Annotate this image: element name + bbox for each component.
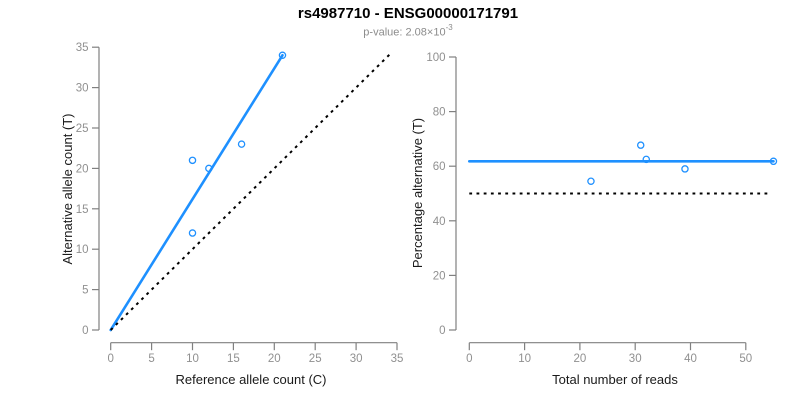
x-tick-label: 10: [186, 353, 199, 365]
x-tick-label: 20: [574, 353, 587, 365]
identity-line: [109, 52, 392, 331]
data-point: [188, 229, 197, 237]
fit-line: [109, 53, 284, 332]
y-tick-label: 40: [433, 216, 446, 228]
right-y-axis-label: Percentage alternative (T): [410, 118, 425, 268]
data-point: [188, 156, 197, 165]
x-tick-label: 10: [518, 353, 531, 365]
x-tick-label: 30: [350, 353, 363, 365]
data-point: [681, 165, 689, 173]
data-point: [587, 177, 595, 185]
x-tick-label: 0: [107, 353, 113, 365]
x-tick-label: 35: [391, 353, 404, 365]
plot-subtitle: p-value: 2.08×10-3: [8, 23, 800, 39]
y-tick-label: 80: [433, 107, 446, 119]
data-point: [278, 51, 287, 60]
y-tick-label: 20: [433, 270, 446, 282]
data-point: [769, 157, 778, 166]
y-tick-label: 0: [439, 325, 445, 337]
data-point: [237, 140, 246, 148]
left-y-axis-label: Alternative allele count (T): [60, 113, 75, 264]
x-tick-label: 40: [684, 353, 697, 365]
y-tick-label: 100: [426, 52, 445, 64]
data-point: [205, 164, 213, 173]
y-tick-label: 30: [76, 83, 89, 95]
data-point: [636, 141, 645, 149]
x-tick-label: 5: [148, 353, 154, 365]
plot-title: rs4987710 - ENSG00000171791: [297, 5, 519, 22]
right-scatter-plot: 0 20 40 60 80 100 0 10 20 30 40 50: [426, 52, 778, 365]
x-tick-label: 20: [268, 353, 281, 365]
x-tick-label: 0: [466, 353, 472, 365]
y-tick-label: 10: [76, 244, 89, 256]
y-tick-label: 20: [76, 163, 89, 175]
pvalue-exponent: -3: [445, 23, 453, 32]
left-scatter-plot: 0 5 10 15 20 25 30 35 0 5 10 15 20 25 30 35: [76, 42, 404, 365]
y-tick-label: 25: [76, 123, 89, 135]
data-point: [642, 155, 651, 164]
right-x-axis-label: Total number of reads: [552, 372, 678, 387]
y-tick-label: 15: [76, 204, 89, 216]
y-tick-label: 60: [433, 161, 446, 173]
x-tick-label: 30: [629, 353, 642, 365]
pvalue-text: p-value: 2.08×10: [363, 26, 446, 39]
x-tick-label: 50: [739, 353, 752, 365]
left-x-axis-label: Reference allele count (C): [175, 372, 326, 387]
y-tick-label: 0: [82, 325, 88, 337]
y-tick-label: 5: [82, 285, 88, 297]
x-tick-label: 25: [309, 353, 322, 365]
x-tick-label: 15: [227, 353, 240, 365]
y-tick-label: 35: [76, 42, 89, 54]
